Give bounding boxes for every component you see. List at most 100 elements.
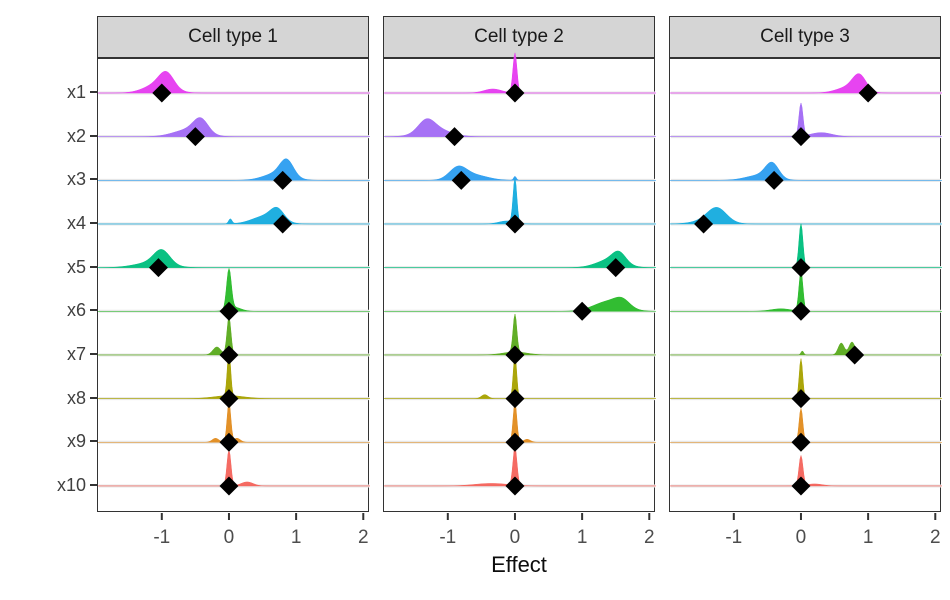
- density-x7: [98, 316, 370, 356]
- y-axis-label-x8: x8: [66, 387, 86, 408]
- estimate-diamond-x3: [451, 170, 471, 190]
- x-tick-label: -1: [725, 527, 742, 548]
- density-x4: [669, 207, 942, 225]
- plot-area-3: -1 0 1 2: [669, 58, 942, 548]
- density-x7: [670, 341, 942, 356]
- x-tick-label: 2: [930, 527, 941, 548]
- estimate-diamond-x6: [791, 301, 811, 321]
- density-x1: [98, 71, 370, 94]
- estimate-diamond-x3: [764, 170, 784, 190]
- facet-strip-label: Cell type 2: [474, 26, 564, 47]
- estimate-diamond-x4: [694, 214, 714, 234]
- estimate-diamond-x10: [791, 476, 811, 496]
- x-tick-label: -1: [439, 527, 456, 548]
- estimate-diamond-x5: [148, 258, 168, 278]
- estimate-diamond-x7: [845, 345, 865, 365]
- y-tick: [90, 396, 97, 399]
- estimate-diamond-x9: [791, 432, 811, 452]
- density-x9: [670, 408, 942, 443]
- y-axis-label-x3: x3: [66, 169, 86, 190]
- plot-area-1: -1 0 1 2: [97, 58, 370, 548]
- density-x1: [670, 73, 942, 94]
- x-tick-label: 1: [863, 527, 874, 548]
- density-x3: [384, 165, 656, 181]
- ridgeline-svg-2: -1 0 1 2: [383, 52, 657, 548]
- estimate-diamond-x6: [219, 301, 239, 321]
- y-tick: [90, 440, 97, 443]
- y-tick: [90, 352, 97, 355]
- density-x4: [98, 206, 370, 225]
- density-x2: [670, 101, 942, 137]
- density-x10: [98, 449, 370, 487]
- density-x10: [670, 454, 942, 487]
- y-axis-label-x1: x1: [66, 82, 86, 102]
- y-tick: [90, 221, 97, 224]
- density-x10: [384, 446, 656, 487]
- estimate-diamond-x10: [505, 476, 525, 496]
- y-axis-label-x5: x5: [66, 256, 86, 277]
- estimate-diamond-x2: [445, 127, 465, 147]
- y-axis-label-x4: x4: [66, 212, 86, 233]
- estimate-diamond-x8: [505, 389, 525, 409]
- y-axis-label-x10: x10: [56, 474, 86, 495]
- x-tick-label: 1: [577, 527, 588, 548]
- density-x8: [670, 358, 942, 399]
- facet-strip-2: Cell type 2: [383, 16, 655, 58]
- density-x4: [384, 178, 656, 225]
- estimate-diamond-x5: [606, 258, 626, 278]
- estimate-diamond-x9: [219, 432, 239, 452]
- x-tick-label: -1: [153, 527, 170, 548]
- facet-panel-cell-type-1: Cell type 1 -1 0 1 2: [97, 16, 370, 548]
- estimate-diamond-x1: [152, 83, 172, 103]
- density-x6: [384, 296, 657, 312]
- estimate-diamond-x7: [219, 345, 239, 365]
- density-x8: [384, 354, 656, 399]
- density-x1: [384, 52, 656, 94]
- density-x6: [670, 270, 942, 312]
- y-axis-label-x2: x2: [66, 125, 86, 146]
- y-tick: [90, 309, 97, 312]
- estimate-diamond-x6: [572, 301, 592, 321]
- estimate-diamond-x2: [185, 127, 205, 147]
- ridgeline-svg-3: -1 0 1 2: [669, 73, 942, 548]
- density-x5: [97, 249, 370, 268]
- y-axis-label-x6: x6: [66, 300, 86, 321]
- x-tick-label: 2: [644, 527, 655, 548]
- ridgeline-svg-1: -1 0 1 2: [97, 71, 370, 548]
- y-axis-label-x7: x7: [66, 343, 86, 364]
- facet-panel-cell-type-2: Cell type 2 -1 0 1 2: [383, 16, 657, 548]
- facet-strip-label: Cell type 3: [760, 26, 850, 47]
- density-x2: [383, 118, 656, 137]
- estimate-diamond-x5: [791, 258, 811, 278]
- density-x5: [384, 250, 657, 268]
- facet-strip-1: Cell type 1: [97, 16, 369, 58]
- facet-strip-label: Cell type 1: [188, 26, 278, 47]
- y-tick: [90, 91, 97, 93]
- estimate-diamond-x4: [505, 214, 525, 234]
- density-x5: [670, 223, 942, 268]
- x-axis-title: Effect: [491, 552, 547, 577]
- x-tick-label: 0: [796, 527, 807, 548]
- density-x3: [670, 161, 942, 181]
- density-x9: [384, 402, 656, 443]
- estimate-diamond-x4: [273, 214, 293, 234]
- density-x3: [98, 158, 370, 181]
- x-tick-label: 2: [358, 527, 369, 548]
- estimate-diamond-x7: [505, 345, 525, 365]
- y-tick: [90, 483, 97, 486]
- estimate-diamond-x3: [273, 170, 293, 190]
- density-x6: [98, 267, 370, 312]
- x-tick-label: 0: [224, 527, 235, 548]
- estimate-diamond-x1: [505, 83, 525, 103]
- estimate-diamond-x9: [505, 432, 525, 452]
- density-x9: [98, 402, 370, 443]
- density-x7: [384, 313, 656, 356]
- y-axis-label-x9: x9: [66, 431, 86, 452]
- y-tick: [90, 265, 97, 268]
- y-tick: [90, 178, 97, 181]
- x-tick-label: 1: [291, 527, 302, 548]
- estimate-diamond-x2: [791, 127, 811, 147]
- density-x2: [98, 117, 370, 137]
- estimate-diamond-x8: [791, 389, 811, 409]
